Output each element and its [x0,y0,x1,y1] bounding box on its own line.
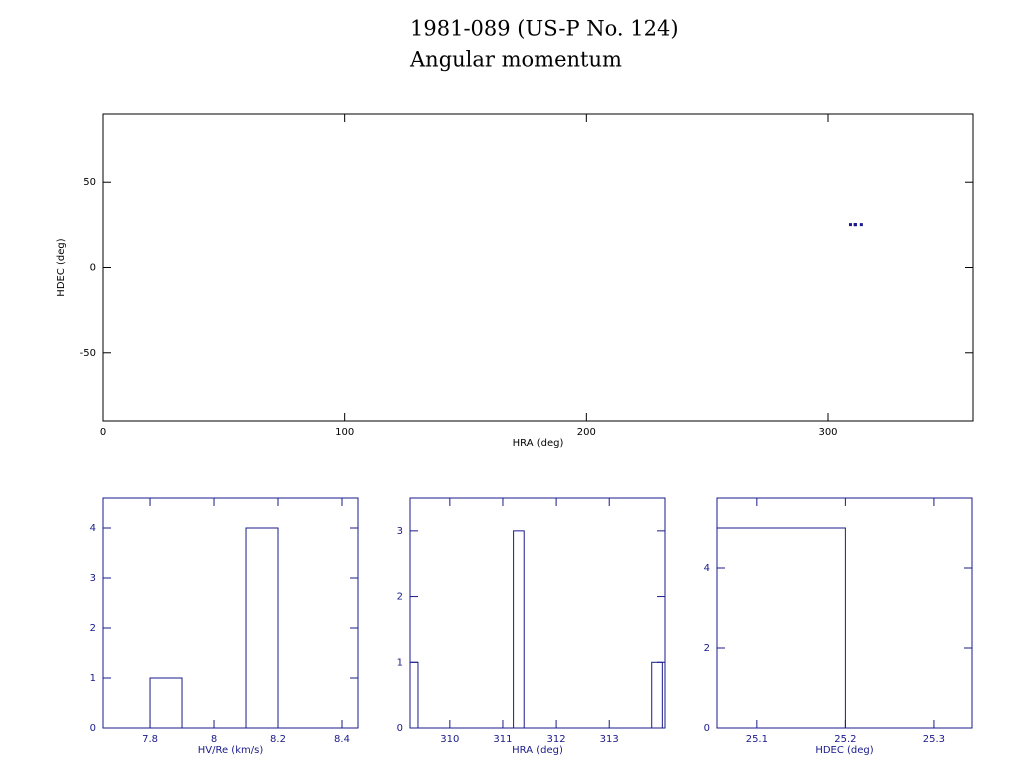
marks [717,527,846,728]
x-tick-label: 7.8 [142,734,158,745]
x-tick-label: 310 [440,734,459,745]
x-tick-label: 25.3 [923,734,945,745]
histogram-bar [513,530,525,728]
x-tick-label: 200 [577,427,596,438]
histogram-bar [149,677,183,728]
x-tick-label: 311 [493,734,512,745]
x-tick-label: 25.1 [746,734,768,745]
y-tick-label: 50 [83,177,96,188]
figure-title: 1981-089 (US-P No. 124) [410,17,679,41]
plot-frame [102,113,974,422]
plot: 0 100 200 300 -50 0 50 HRA (deg) HDEC (deg) [56,113,974,449]
y-tick-label: 4 [90,523,96,534]
y-tick-label: 0 [397,723,403,734]
x-tick-label: 0 [100,427,106,438]
x-tick-label: 8 [211,734,217,745]
y-tick-label: 1 [90,673,96,684]
y-tick-label: 0 [90,263,96,274]
marks [410,530,663,728]
x-axis-label: HRA (deg) [512,745,563,756]
x-tick-label: 312 [547,734,566,745]
histogram-bar [245,527,279,728]
x-axis-label: HDEC (deg) [815,745,873,756]
plot: 7.8 8 8.2 8.4 0 1 2 3 4 HV/Re (km/s) [90,497,359,756]
y-tick-label: 3 [397,526,403,537]
plot-frame [716,497,973,729]
y-tick-label: 0 [90,723,96,734]
figure-subtitle: Angular momentum [409,48,622,72]
y-tick-label: 4 [704,563,710,574]
y-tick-label: 3 [90,573,96,584]
point [853,223,857,227]
y-tick-label: 2 [397,592,403,603]
y-tick-label: 1 [397,657,403,668]
marks [149,527,279,728]
x-axis-label: HV/Re (km/s) [198,745,264,756]
y-tick-label: 0 [704,723,710,734]
y-tick-label: 2 [90,623,96,634]
y-tick-label: 2 [704,643,710,654]
y-tick-label: -50 [80,348,96,359]
plot-frame [409,497,666,729]
x-axis-label: HRA (deg) [513,438,564,449]
x-tick-label: 8.2 [270,734,286,745]
point [859,223,863,227]
marks [848,223,863,227]
histogram-bar [410,661,419,728]
x-tick-label: 100 [335,427,354,438]
plot: 25.1 25.2 25.3 0 2 4 HDEC (deg) [704,497,973,756]
point [848,223,852,227]
plot: 310 311 312 313 0 1 2 3 HRA (deg) [397,497,666,756]
x-tick-label: 8.4 [334,734,350,745]
plot-frame [102,497,359,729]
histogram-bar [651,661,663,728]
y-axis-label: HDEC (deg) [56,238,67,296]
x-tick-label: 25.2 [834,734,856,745]
x-tick-label: 300 [818,427,837,438]
histogram-bar [717,527,846,728]
x-tick-label: 313 [600,734,619,745]
